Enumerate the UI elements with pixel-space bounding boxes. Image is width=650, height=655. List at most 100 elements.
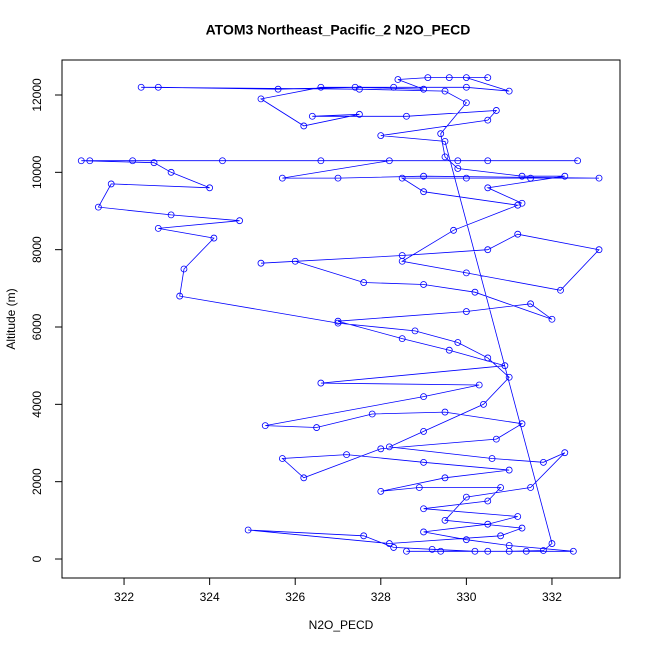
- data-point: [94, 203, 102, 211]
- chart-title: ATOM3 Northeast_Pacific_2 N2O_PECD: [206, 22, 471, 38]
- data-point: [206, 184, 214, 192]
- data-point: [445, 74, 453, 81]
- data-point: [505, 87, 513, 95]
- y-axis-label: Altitude (m): [4, 288, 18, 349]
- plot-box: [61, 59, 621, 579]
- data-point: [334, 317, 342, 325]
- data-point: [462, 174, 470, 182]
- data-point: [317, 379, 325, 387]
- data-point: [437, 547, 445, 555]
- data-point: [424, 74, 432, 81]
- data-point: [484, 116, 492, 124]
- y-tick-label: 12000: [30, 78, 44, 112]
- data-point: [219, 157, 226, 165]
- data-point: [561, 172, 569, 180]
- data-point: [462, 83, 470, 91]
- data-point: [488, 455, 496, 462]
- data-point: [420, 458, 427, 466]
- x-tick-label: 324: [200, 590, 220, 604]
- data-point: [454, 157, 462, 165]
- data-point: [360, 532, 368, 540]
- data-point: [154, 83, 162, 91]
- data-point: [398, 335, 406, 343]
- data-point: [291, 257, 299, 265]
- x-tick-label: 328: [371, 590, 391, 604]
- data-point: [484, 74, 492, 81]
- x-tick-label: 332: [542, 590, 562, 604]
- data-point: [398, 174, 406, 182]
- data-point: [411, 327, 419, 335]
- data-point: [257, 259, 265, 267]
- data-point: [462, 74, 470, 81]
- data-point: [343, 451, 350, 459]
- data-point: [454, 339, 462, 346]
- data-point: [377, 487, 385, 495]
- data-point: [356, 110, 363, 118]
- data-point: [505, 466, 513, 474]
- data-point: [441, 137, 449, 145]
- x-tick-label: 322: [114, 590, 134, 604]
- data-point: [441, 474, 449, 482]
- data-point: [420, 281, 427, 288]
- data-point: [390, 83, 398, 91]
- data-point: [527, 484, 534, 491]
- data-point: [505, 547, 513, 555]
- data-point: [518, 172, 526, 180]
- data-point: [420, 528, 427, 536]
- data-point: [385, 157, 393, 165]
- data-point: [257, 95, 265, 103]
- data-point: [137, 83, 145, 91]
- data-point: [437, 130, 445, 138]
- data-point: [278, 455, 286, 462]
- data-point: [210, 234, 218, 242]
- data-point: [129, 157, 137, 165]
- data-point: [420, 85, 427, 93]
- data-point: [450, 226, 457, 234]
- data-point: [313, 424, 321, 431]
- data-point: [274, 85, 282, 93]
- data-point: [497, 532, 505, 540]
- data-point: [505, 373, 513, 381]
- data-point: [540, 458, 547, 466]
- data-point: [462, 269, 470, 277]
- data-point: [398, 257, 406, 265]
- data-point: [368, 410, 376, 418]
- data-point: [441, 87, 449, 95]
- data-point: [497, 484, 505, 491]
- data-point: [548, 315, 556, 323]
- data-point: [86, 157, 94, 165]
- y-tick-label: 8000: [30, 236, 44, 263]
- y-tick-label: 0: [30, 555, 44, 562]
- data-point: [107, 180, 115, 188]
- data-point: [484, 497, 492, 505]
- data-point: [514, 201, 522, 209]
- data-point: [308, 112, 316, 120]
- data-point: [385, 443, 393, 451]
- data-point: [548, 540, 556, 547]
- data-point: [595, 246, 603, 254]
- data-point: [317, 83, 325, 91]
- data-point: [176, 292, 184, 300]
- data-point: [300, 122, 308, 130]
- data-point: [441, 408, 449, 416]
- data-point: [261, 422, 269, 430]
- data-point: [403, 112, 410, 120]
- data-point: [180, 265, 188, 273]
- data-point: [514, 513, 522, 520]
- data-point: [428, 545, 436, 553]
- y-tick-label: 2000: [30, 468, 44, 495]
- data-point: [441, 153, 449, 161]
- data-line: [81, 77, 600, 552]
- data-point: [317, 157, 325, 165]
- data-point: [518, 199, 526, 207]
- data-point: [390, 544, 398, 551]
- data-point: [334, 319, 342, 327]
- y-tick-label: 10000: [30, 155, 44, 189]
- data-point: [154, 225, 162, 232]
- data-point: [492, 107, 500, 114]
- x-tick-label: 330: [456, 590, 476, 604]
- data-point: [300, 474, 308, 482]
